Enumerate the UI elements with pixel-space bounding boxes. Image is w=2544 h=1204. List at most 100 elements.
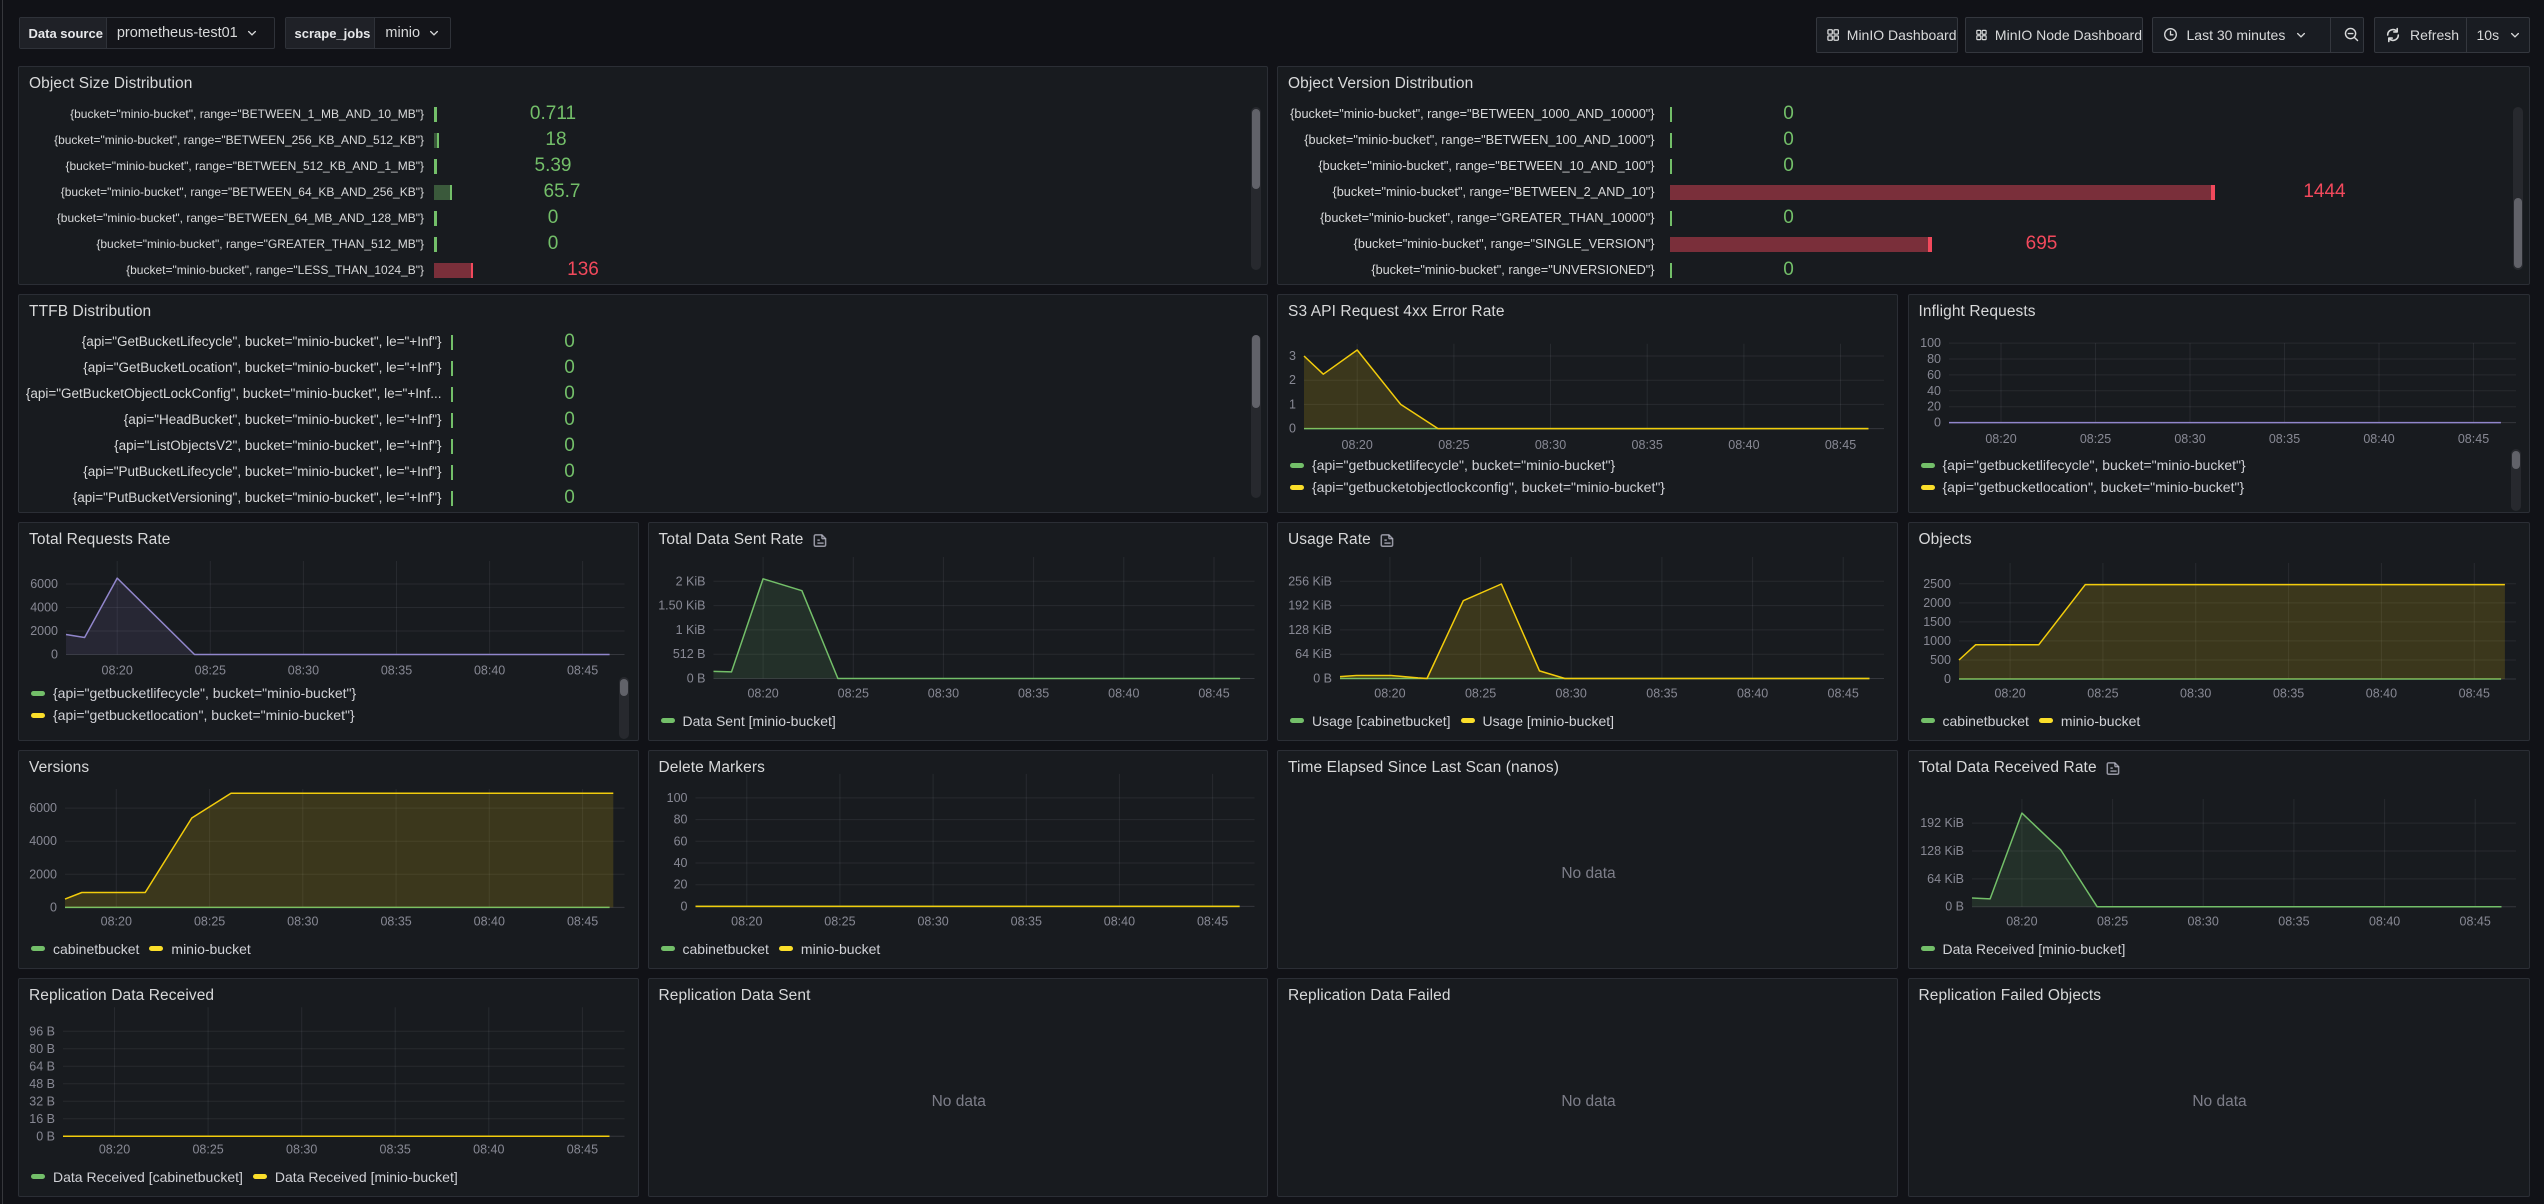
svg-text:08:25: 08:25 — [824, 915, 855, 929]
svg-text:08:30: 08:30 — [2180, 687, 2211, 701]
svg-text:08:45: 08:45 — [1828, 687, 1859, 701]
svg-text:3: 3 — [1289, 349, 1296, 363]
svg-text:08:40: 08:40 — [1728, 438, 1759, 452]
svg-text:4000: 4000 — [30, 601, 58, 615]
svg-text:512 B: 512 B — [672, 647, 705, 661]
svg-text:08:25: 08:25 — [192, 1143, 223, 1157]
svg-text:1: 1 — [1289, 397, 1296, 411]
svg-text:0: 0 — [1944, 672, 1951, 686]
svg-text:0: 0 — [50, 900, 57, 914]
svg-text:80: 80 — [1927, 352, 1941, 366]
svg-text:64 KiB: 64 KiB — [1927, 872, 1964, 886]
svg-text:08:35: 08:35 — [2278, 915, 2309, 929]
svg-text:2 KiB: 2 KiB — [675, 574, 705, 588]
svg-text:08:25: 08:25 — [194, 915, 225, 929]
svg-text:08:45: 08:45 — [1825, 438, 1856, 452]
svg-text:08:45: 08:45 — [1196, 915, 1227, 929]
svg-text:08:20: 08:20 — [102, 664, 133, 678]
svg-text:40: 40 — [1927, 384, 1941, 398]
svg-text:08:25: 08:25 — [195, 664, 226, 678]
svg-text:2000: 2000 — [29, 867, 57, 881]
svg-text:64 B: 64 B — [29, 1059, 55, 1073]
svg-text:60: 60 — [673, 834, 687, 848]
svg-text:0: 0 — [1289, 422, 1296, 436]
svg-text:08:25: 08:25 — [837, 687, 868, 701]
svg-text:08:40: 08:40 — [2363, 432, 2394, 446]
svg-text:08:40: 08:40 — [474, 664, 505, 678]
svg-text:08:45: 08:45 — [2459, 915, 2490, 929]
svg-text:08:40: 08:40 — [474, 915, 505, 929]
svg-text:0: 0 — [680, 899, 687, 913]
svg-text:1 KiB: 1 KiB — [675, 623, 705, 637]
svg-text:80 B: 80 B — [29, 1042, 55, 1056]
svg-text:08:30: 08:30 — [1535, 438, 1566, 452]
svg-text:08:45: 08:45 — [567, 915, 598, 929]
svg-text:08:35: 08:35 — [380, 1143, 411, 1157]
svg-text:08:30: 08:30 — [1556, 687, 1587, 701]
svg-text:08:35: 08:35 — [380, 915, 411, 929]
svg-text:08:45: 08:45 — [567, 1143, 598, 1157]
svg-text:2000: 2000 — [30, 624, 58, 638]
svg-text:08:30: 08:30 — [288, 664, 319, 678]
svg-text:08:20: 08:20 — [99, 1143, 130, 1157]
svg-text:08:40: 08:40 — [2365, 687, 2396, 701]
svg-text:08:45: 08:45 — [1198, 687, 1229, 701]
svg-text:08:30: 08:30 — [917, 915, 948, 929]
svg-text:08:25: 08:25 — [1438, 438, 1469, 452]
svg-text:08:45: 08:45 — [2457, 432, 2488, 446]
svg-text:20: 20 — [1927, 400, 1941, 414]
svg-text:08:25: 08:25 — [2096, 915, 2127, 929]
svg-text:08:20: 08:20 — [101, 915, 132, 929]
svg-text:08:30: 08:30 — [2174, 432, 2205, 446]
svg-text:1.50 KiB: 1.50 KiB — [658, 599, 705, 613]
svg-text:100: 100 — [1920, 336, 1941, 350]
svg-text:08:40: 08:40 — [1108, 687, 1139, 701]
svg-text:08:25: 08:25 — [2079, 432, 2110, 446]
svg-text:48 B: 48 B — [29, 1077, 55, 1091]
svg-text:08:20: 08:20 — [1374, 687, 1405, 701]
svg-text:08:35: 08:35 — [2272, 687, 2303, 701]
svg-text:08:20: 08:20 — [1985, 432, 2016, 446]
svg-text:256 KiB: 256 KiB — [1288, 574, 1332, 588]
svg-text:08:35: 08:35 — [1646, 687, 1677, 701]
svg-text:128 KiB: 128 KiB — [1288, 623, 1332, 637]
svg-text:08:20: 08:20 — [2006, 915, 2037, 929]
svg-text:08:25: 08:25 — [1465, 687, 1496, 701]
svg-text:08:40: 08:40 — [1737, 687, 1768, 701]
svg-text:08:30: 08:30 — [927, 687, 958, 701]
svg-text:08:40: 08:40 — [473, 1143, 504, 1157]
svg-text:1500: 1500 — [1923, 615, 1951, 629]
svg-text:0: 0 — [51, 648, 58, 662]
svg-text:64 KiB: 64 KiB — [1295, 647, 1332, 661]
svg-text:32 B: 32 B — [29, 1094, 55, 1108]
svg-text:6000: 6000 — [30, 577, 58, 591]
svg-text:40: 40 — [673, 856, 687, 870]
svg-text:08:45: 08:45 — [2458, 687, 2489, 701]
svg-text:20: 20 — [673, 878, 687, 892]
svg-text:60: 60 — [1927, 368, 1941, 382]
svg-text:08:25: 08:25 — [2087, 687, 2118, 701]
svg-text:1000: 1000 — [1923, 634, 1951, 648]
svg-text:08:35: 08:35 — [381, 664, 412, 678]
svg-text:08:40: 08:40 — [2368, 915, 2399, 929]
svg-text:100: 100 — [666, 791, 687, 805]
svg-text:192 KiB: 192 KiB — [1288, 599, 1332, 613]
svg-text:0: 0 — [1934, 416, 1941, 430]
svg-text:192 KiB: 192 KiB — [1920, 816, 1964, 830]
svg-text:2500: 2500 — [1923, 577, 1951, 591]
svg-text:08:30: 08:30 — [287, 915, 318, 929]
svg-text:0 B: 0 B — [36, 1129, 55, 1143]
svg-text:08:40: 08:40 — [1103, 915, 1134, 929]
svg-text:08:35: 08:35 — [1632, 438, 1663, 452]
svg-text:08:30: 08:30 — [2187, 915, 2218, 929]
svg-text:08:35: 08:35 — [1017, 687, 1048, 701]
svg-text:08:35: 08:35 — [2268, 432, 2299, 446]
svg-text:08:30: 08:30 — [286, 1143, 317, 1157]
svg-text:16 B: 16 B — [29, 1112, 55, 1126]
svg-text:4000: 4000 — [29, 834, 57, 848]
svg-text:08:20: 08:20 — [731, 915, 762, 929]
svg-text:96 B: 96 B — [29, 1024, 55, 1038]
svg-text:0 B: 0 B — [686, 672, 705, 686]
svg-text:08:20: 08:20 — [1342, 438, 1373, 452]
svg-text:500: 500 — [1930, 653, 1951, 667]
